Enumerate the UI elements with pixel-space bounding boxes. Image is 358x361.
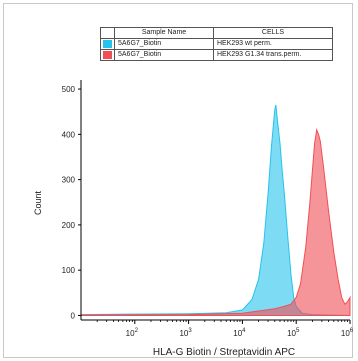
x-tick-label: 102 [126, 328, 139, 338]
y-tick-label: 300 [62, 176, 76, 185]
y-tick-label: 0 [71, 311, 76, 320]
x-tick-label: 106 [341, 328, 354, 338]
x-tick-label: 104 [233, 328, 246, 338]
plot-frame [3, 3, 353, 358]
legend-cells-value: HEK293 G1.34 trans.perm. [213, 49, 333, 61]
x-tick-label: 103 [179, 328, 192, 338]
x-tick-label: 105 [287, 328, 300, 338]
legend-swatch-blue [103, 40, 112, 48]
legend-table: Sample Name CELLS 5A6G7_Biotin HEK293 wt… [100, 27, 333, 61]
legend-row: 5A6G7_Biotin HEK293 G1.34 trans.perm. [100, 49, 333, 61]
y-tick-label: 400 [62, 130, 76, 139]
histogram-series-red [80, 127, 351, 316]
legend-row: 5A6G7_Biotin HEK293 wt perm. [100, 38, 333, 50]
y-tick-label: 500 [62, 85, 76, 94]
y-tick-label: 200 [62, 221, 76, 230]
legend-swatch-red [103, 51, 112, 59]
y-axis-label: Count [33, 191, 43, 216]
x-axis-label: HLA-G Biotin / Streptavidin APC [153, 347, 295, 358]
y-tick-label: 100 [62, 266, 76, 275]
